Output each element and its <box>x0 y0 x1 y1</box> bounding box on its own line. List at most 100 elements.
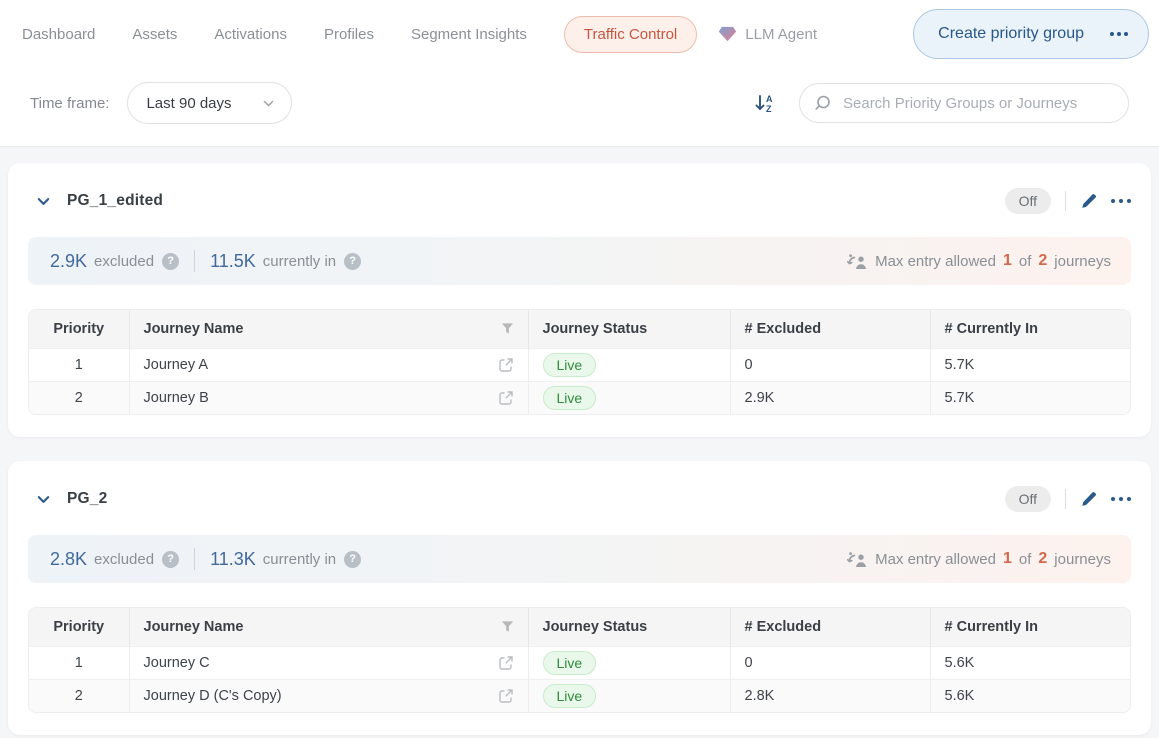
priority-groups-list: PG_1_edited Off 2.9K excluded ? 11.5K cu… <box>0 147 1159 735</box>
journey-name-label: Journey A <box>143 356 209 373</box>
cell-journey-status: Live <box>527 380 730 414</box>
divider <box>1065 489 1066 509</box>
help-icon[interactable]: ? <box>344 550 362 568</box>
excluded-count: 2.9K <box>50 250 88 271</box>
card-more-options-icon[interactable] <box>1111 497 1131 501</box>
table-row: 1 Journey A Live 0 <box>29 347 1130 381</box>
cell-currently-in: 5.6K <box>929 645 1130 679</box>
col-journey-status: Journey Status <box>527 310 730 348</box>
search-box[interactable] <box>799 83 1129 123</box>
live-badge: Live <box>542 683 597 708</box>
journey-name-label: Journey B <box>143 389 209 406</box>
col-priority: Priority <box>29 608 129 646</box>
nav-item-activations[interactable]: Activations <box>214 25 287 43</box>
top-nav: Dashboard Assets Activations Profiles Se… <box>0 0 1159 68</box>
card-header: PG_2 Off <box>28 479 1131 519</box>
card-more-options-icon[interactable] <box>1111 199 1131 203</box>
cell-priority: 1 <box>29 645 129 679</box>
priority-group-name: PG_1_edited <box>67 192 164 209</box>
cell-priority: 2 <box>29 380 129 414</box>
max-entry-suffix: journeys <box>1054 252 1111 270</box>
nav-item-assets[interactable]: Assets <box>132 25 178 43</box>
collapse-chevron-icon[interactable] <box>36 492 51 507</box>
priority-group-name: PG_2 <box>67 490 108 507</box>
cell-journey-name: Journey A <box>128 347 528 381</box>
filter-bar: Time frame: Last 90 days A Z <box>0 68 1159 147</box>
max-entry-info: Max entry allowed 1 of 2 journeys <box>847 252 1111 270</box>
nav-item-llm-agent[interactable]: LLM Agent <box>718 26 817 43</box>
cell-journey-name: Journey C <box>128 645 528 679</box>
journeys-table: Priority Journey Name Journey Status <box>28 607 1131 713</box>
edit-pencil-icon[interactable] <box>1080 193 1097 210</box>
max-entry-max: 2 <box>1038 252 1048 269</box>
external-link-icon[interactable] <box>498 390 514 406</box>
col-journey-name-label: Journey Name <box>143 618 244 635</box>
cell-journey-status: Live <box>527 645 730 679</box>
max-entry-text: Max entry allowed <box>875 550 996 568</box>
cell-journey-name: Journey B <box>128 380 528 414</box>
external-link-icon[interactable] <box>498 688 514 704</box>
cell-excluded: 0 <box>729 347 930 381</box>
currently-in-count: 11.3K <box>210 548 256 569</box>
help-icon[interactable]: ? <box>162 252 180 270</box>
journey-name-label: Journey C <box>143 654 210 671</box>
live-badge: Live <box>542 650 597 675</box>
nav-item-segment-insights[interactable]: Segment Insights <box>410 25 527 43</box>
cell-priority: 2 <box>29 678 129 712</box>
excluded-count: 2.8K <box>50 548 88 569</box>
col-currently-in: # Currently In <box>929 310 1130 348</box>
excluded-label: excluded <box>94 252 155 270</box>
live-badge: Live <box>542 385 597 410</box>
excluded-label: excluded <box>94 550 155 568</box>
nav-item-dashboard[interactable]: Dashboard <box>22 25 96 43</box>
external-link-icon[interactable] <box>498 357 514 373</box>
currently-in-label: currently in <box>262 550 337 568</box>
search-icon <box>814 94 832 112</box>
nav-item-traffic-control-active[interactable]: Traffic Control <box>563 15 698 53</box>
col-journey-name-label: Journey Name <box>143 320 244 337</box>
max-entry-of: of <box>1018 252 1032 270</box>
help-icon[interactable]: ? <box>162 550 180 568</box>
cell-excluded: 0 <box>729 645 930 679</box>
divider <box>1065 191 1066 211</box>
external-link-icon[interactable] <box>498 655 514 671</box>
status-badge: Off <box>1004 486 1051 512</box>
max-entry-current: 1 <box>1002 252 1012 269</box>
stats-bar: 2.8K excluded ? 11.3K currently in ? <box>28 535 1131 583</box>
card-header: PG_1_edited Off <box>28 181 1131 221</box>
max-entry-icon <box>847 253 868 270</box>
time-frame-select[interactable]: Last 90 days <box>127 82 292 124</box>
nav-item-profiles[interactable]: Profiles <box>323 25 374 43</box>
table-row: 1 Journey C Live 0 <box>29 645 1130 679</box>
max-entry-info: Max entry allowed 1 of 2 journeys <box>847 550 1111 568</box>
edit-pencil-icon[interactable] <box>1080 491 1097 508</box>
col-journey-name: Journey Name <box>128 310 528 348</box>
cell-currently-in: 5.7K <box>929 380 1130 414</box>
search-input[interactable] <box>841 93 1114 113</box>
col-currently-in: # Currently In <box>929 608 1130 646</box>
max-entry-icon <box>847 551 868 568</box>
more-options-icon[interactable] <box>1110 32 1128 36</box>
col-priority: Priority <box>29 310 129 348</box>
create-priority-group-button[interactable]: Create priority group <box>913 9 1149 59</box>
col-journey-name: Journey Name <box>128 608 528 646</box>
col-excluded: # Excluded <box>729 310 930 348</box>
filter-funnel-icon[interactable] <box>501 621 514 633</box>
cell-journey-status: Live <box>527 347 730 381</box>
priority-group-card: PG_2 Off 2.8K excluded ? 11.3K currently… <box>8 461 1151 735</box>
cell-priority: 1 <box>29 347 129 381</box>
divider <box>194 548 196 570</box>
col-excluded: # Excluded <box>729 608 930 646</box>
cell-journey-name: Journey D (C's Copy) <box>128 678 528 712</box>
priority-group-card: PG_1_edited Off 2.9K excluded ? 11.5K cu… <box>8 163 1151 437</box>
currently-in-count: 11.5K <box>210 250 256 271</box>
cell-currently-in: 5.6K <box>929 678 1130 712</box>
collapse-chevron-icon[interactable] <box>36 194 51 209</box>
sort-icon[interactable]: A Z <box>753 92 775 114</box>
max-entry-text: Max entry allowed <box>875 252 996 270</box>
table-row: 2 Journey B Live 2.9K <box>29 380 1130 414</box>
table-header-row: Priority Journey Name Journey Status <box>29 608 1130 646</box>
filter-funnel-icon[interactable] <box>501 323 514 335</box>
help-icon[interactable]: ? <box>344 252 362 270</box>
